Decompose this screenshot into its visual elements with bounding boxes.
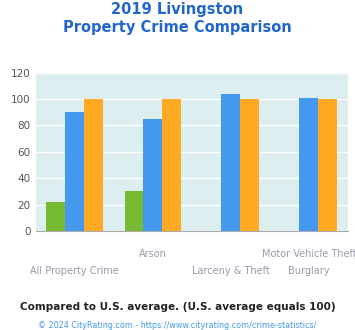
Text: Arson: Arson	[139, 249, 166, 259]
Text: Property Crime Comparison: Property Crime Comparison	[63, 20, 292, 35]
Text: Burglary: Burglary	[288, 266, 329, 276]
Bar	[240, 99, 259, 231]
Bar	[84, 99, 103, 231]
Bar	[143, 119, 162, 231]
Text: Larceny & Theft: Larceny & Theft	[192, 266, 270, 276]
Text: 2019 Livingston: 2019 Livingston	[111, 2, 244, 16]
Bar	[222, 94, 240, 231]
Text: Motor Vehicle Theft: Motor Vehicle Theft	[262, 249, 355, 259]
Bar	[300, 98, 318, 231]
Text: All Property Crime: All Property Crime	[30, 266, 119, 276]
Text: © 2024 CityRating.com - https://www.cityrating.com/crime-statistics/: © 2024 CityRating.com - https://www.city…	[38, 321, 317, 330]
Bar	[318, 99, 337, 231]
Bar	[47, 202, 65, 231]
Bar	[125, 191, 143, 231]
Bar	[162, 99, 181, 231]
Bar	[65, 112, 84, 231]
Text: Compared to U.S. average. (U.S. average equals 100): Compared to U.S. average. (U.S. average …	[20, 302, 335, 312]
